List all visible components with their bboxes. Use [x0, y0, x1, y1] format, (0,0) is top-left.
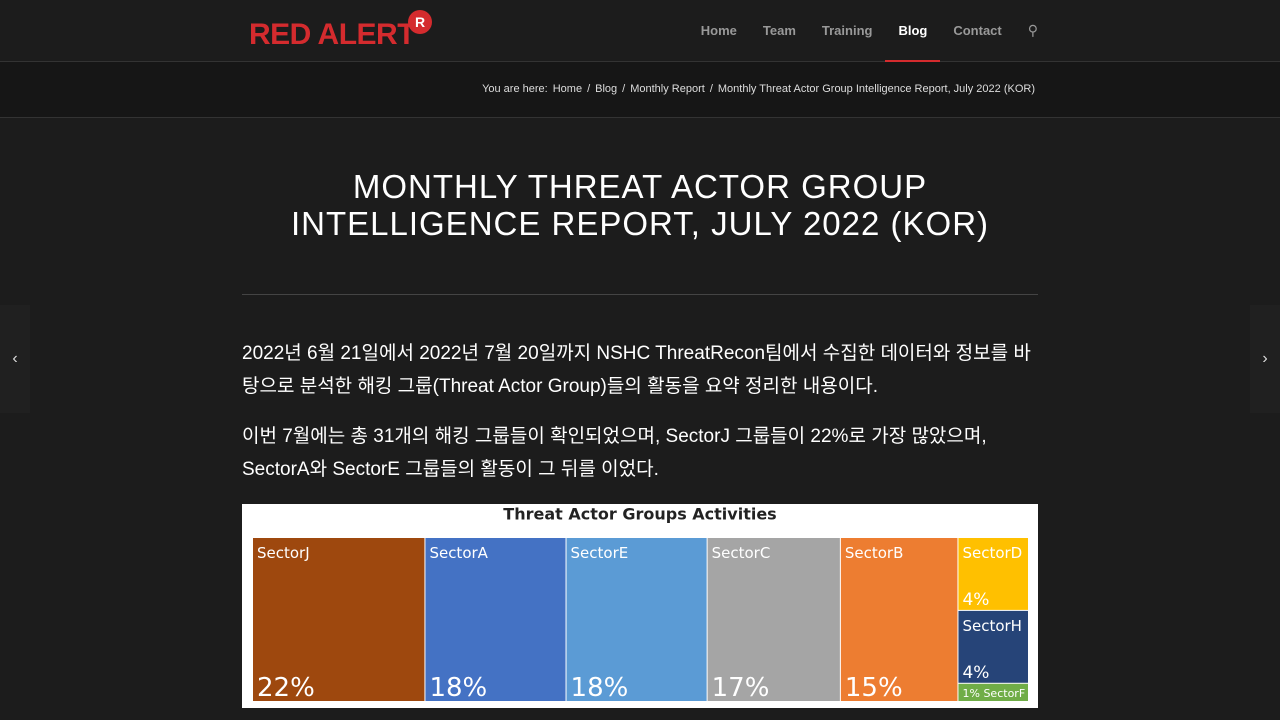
article-title: MONTHLY THREAT ACTOR GROUP INTELLIGENCE … [242, 168, 1038, 242]
nav-link[interactable]: Contact [953, 23, 1002, 38]
value-label: 18% [429, 673, 487, 703]
treemap-cell [253, 538, 425, 701]
treemap-cell [566, 538, 707, 701]
value-label: 4% [962, 590, 989, 610]
breadcrumb-link[interactable]: Monthly Report [630, 83, 705, 95]
treemap-cell [958, 538, 1028, 610]
value-label: 17% [712, 673, 770, 703]
breadcrumb-separator: / [622, 83, 626, 95]
search-icon[interactable]: ⚲ [1027, 22, 1038, 38]
breadcrumb-separator: / [587, 83, 591, 95]
divider [242, 294, 1038, 295]
value-label: 15% [845, 673, 903, 703]
breadcrumb-label: You are here: [482, 83, 548, 95]
treemap-cell [425, 538, 566, 701]
treemap-chart: Threat Actor Groups Activities SectorJ 22… [242, 504, 1038, 708]
breadcrumb-bar: You are here: Home / Blog / Monthly Report / Mo… [0, 62, 1280, 118]
nav-link[interactable]: Home [700, 23, 737, 38]
cell-label: SectorD [962, 544, 1022, 562]
cell-label: SectorE [571, 544, 629, 562]
treemap-cell [707, 538, 840, 701]
nav-link[interactable]: Blog [885, 0, 941, 62]
cell-label: SectorH [962, 617, 1022, 635]
value-label: 22% [257, 673, 315, 703]
value-label: 1% [962, 687, 979, 700]
breadcrumb-link: Monthly Threat Actor Group Intelligence … [717, 83, 1035, 95]
treemap-cell [958, 683, 1028, 701]
title-line: MONTHLY THREAT ACTOR GROUP [352, 168, 928, 205]
value-label: 18% [571, 673, 629, 703]
nav-link[interactable]: Team [762, 23, 796, 38]
treemap-cell [840, 538, 958, 701]
next-arrow[interactable]: › [1250, 305, 1280, 413]
nav: Home Team Training Blog Contact ⚲ [688, 0, 1038, 62]
cell-label: SectorB [845, 544, 904, 562]
title-line: INTELLIGENCE REPORT, JULY 2022 (KOR) [290, 205, 990, 242]
paragraph: 2022년 6월 21일에서 2022년 7월 20일까지 NSHC Threa… [242, 343, 1031, 397]
cell-label: SectorJ [257, 544, 310, 562]
breadcrumb-link[interactable]: Home [552, 83, 583, 95]
chart-title: Threat Actor Groups Activities [503, 505, 776, 524]
nav-link[interactable]: Training [821, 23, 873, 38]
header: RED ALERT R Home Team Training Blog Contact ⚲ [0, 0, 1280, 62]
prev-arrow[interactable]: ‹ [0, 305, 30, 413]
cell-label: SectorC [712, 544, 771, 562]
breadcrumb-separator: / [709, 83, 713, 95]
cell-label: SectorF [983, 687, 1025, 700]
breadcrumb-link[interactable]: Blog [595, 83, 618, 95]
treemap-cell [958, 610, 1028, 683]
value-label: 4% [962, 663, 989, 683]
breadcrumb: You are here: Home / Blog / Monthly Report / Mo… [482, 83, 1035, 95]
logo[interactable]: RED ALERT [249, 18, 416, 51]
logo-badge: R [408, 10, 432, 34]
cell-label: SectorA [429, 544, 488, 562]
paragraph: 이번 7월에는 총 31개의 해킹 그룹들이 확인되었으며, SectorJ 그… [242, 426, 987, 480]
